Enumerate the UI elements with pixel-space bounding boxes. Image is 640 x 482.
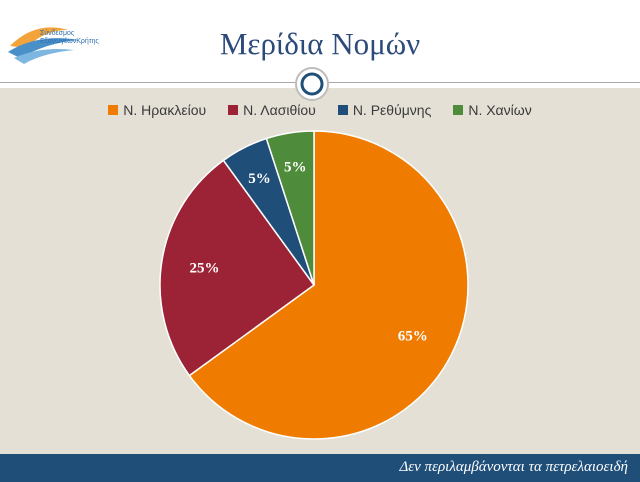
slice-data-label: 5% — [284, 159, 307, 175]
slice-data-label: 5% — [248, 171, 271, 187]
legend-item: Ν. Ρεθύμνης — [337, 100, 432, 120]
circle-ornament-icon — [295, 67, 329, 101]
footer-bar: Δεν περιλαμβάνονται τα πετρελαιοειδή — [0, 454, 640, 482]
pie-slice — [188, 130, 469, 440]
pie-slice — [159, 159, 316, 377]
legend-item: Ν. Χανίων — [453, 100, 532, 120]
legend-label: Ν. Λασιθίου — [243, 102, 316, 118]
legend-item: Ν. Λασιθίου — [228, 100, 316, 120]
logo-swoosh-icon — [8, 27, 78, 64]
page-title: Μερίδια Νομών — [219, 26, 421, 61]
chart-legend: Ν. Ηρακλείου Ν. Λασιθίου Ν. Ρεθύμνης Ν. Χαν… — [0, 100, 640, 120]
slice-data-label: 25% — [189, 261, 219, 277]
legend-swatch — [337, 105, 348, 115]
footer-note: Δεν περιλαμβάνονται τα πετρελαιοειδή — [399, 459, 628, 475]
logo-line-1: Σύνδεσμος — [40, 30, 75, 37]
pie-chart: 65% 25% 5% 5% — [159, 130, 469, 440]
legend-label: Ν. Ρεθύμνης — [352, 102, 432, 118]
slice-data-label: 65% — [398, 328, 428, 344]
legend-swatch — [108, 105, 119, 115]
logo-line-2: ΕξαγωγέωνΚρήτης — [40, 38, 99, 45]
pie-slice — [265, 130, 315, 286]
legend-label: Ν. Χανίων — [468, 102, 532, 118]
logo-text: Σύνδεσμος ΕξαγωγέωνΚρήτης — [40, 30, 99, 46]
legend-swatch — [453, 105, 464, 115]
legend-swatch — [228, 105, 239, 115]
legend-item: Ν. Ηρακλείου — [108, 100, 206, 120]
legend-label: Ν. Ηρακλείου — [123, 102, 207, 118]
